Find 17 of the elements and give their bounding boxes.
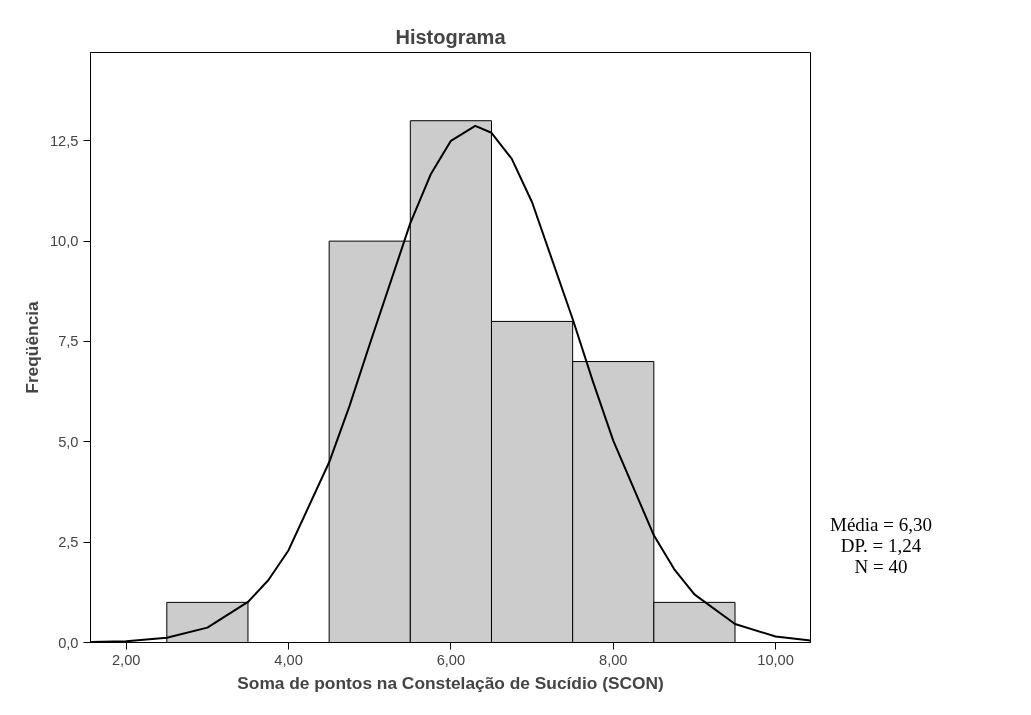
- y-tick-label: 10,0: [49, 233, 79, 250]
- y-axis-title: Freqüência: [21, 300, 42, 394]
- x-tick-label: 8,00: [598, 651, 628, 668]
- x-tick-label: 2,00: [111, 651, 141, 668]
- x-tick-label: 4,00: [274, 651, 303, 668]
- y-tick-label: 0,0: [58, 634, 79, 651]
- y-tick-label: 2,5: [58, 534, 79, 551]
- y-tick-label: 5,0: [58, 433, 79, 450]
- text: Média = 6,30: [830, 514, 933, 535]
- y-tick-label: 7,5: [58, 333, 79, 350]
- chart-title: Histograma: [395, 25, 507, 48]
- x-tick-label: 6,00: [436, 651, 466, 668]
- x-tick-label: 10,00: [757, 651, 794, 668]
- text: N = 40: [854, 555, 908, 577]
- text: DP. = 1,24: [840, 534, 922, 556]
- y-tick-label: 12,5: [49, 132, 79, 149]
- x-axis-title: Soma de pontos na Constelação de Sucídio (SCON): [237, 672, 664, 693]
